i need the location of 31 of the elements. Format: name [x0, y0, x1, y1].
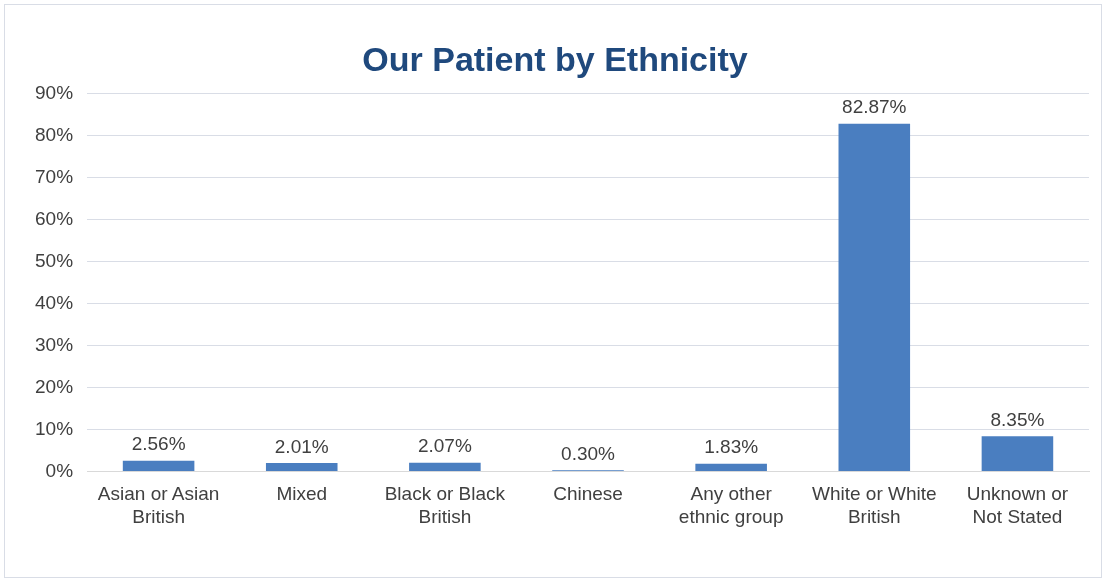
x-tick-label: Any other ethnic group — [678, 483, 784, 527]
y-tick-label: 50% — [35, 249, 74, 271]
data-label: 2.01% — [274, 435, 329, 457]
data-label: 2.07% — [417, 435, 472, 457]
x-tick-label: Chinese — [553, 483, 623, 505]
x-tick-label: Mixed — [276, 483, 328, 505]
x-tick-label: Asian or Asian British — [97, 483, 220, 527]
x-tick-label: Unknown or Not Stated — [966, 483, 1069, 527]
data-label: 0.30% — [561, 442, 616, 464]
bar — [265, 462, 338, 471]
bar — [838, 123, 911, 471]
data-label: 8.35% — [990, 409, 1045, 431]
bar — [409, 462, 481, 471]
y-tick-label: 20% — [35, 375, 74, 397]
bar — [981, 436, 1054, 471]
y-tick-label: 0% — [45, 459, 74, 481]
data-label: 82.87% — [842, 96, 907, 118]
y-tick-label: 30% — [35, 333, 74, 355]
chart-title: Our Patient by Ethnicity — [362, 39, 748, 78]
bar — [695, 463, 767, 471]
y-tick-label: 80% — [35, 123, 74, 145]
data-label: 1.83% — [704, 436, 759, 458]
data-label: 2.56% — [131, 433, 186, 455]
y-tick-label: 40% — [35, 291, 74, 313]
x-tick-label: Black or Black British — [384, 483, 506, 527]
bar — [122, 460, 195, 471]
x-tick-label: White or White British — [811, 483, 937, 527]
y-tick-label: 10% — [35, 417, 74, 439]
y-tick-label: 60% — [35, 207, 74, 229]
y-tick-label: 70% — [35, 165, 74, 187]
y-tick-label: 90% — [35, 82, 74, 104]
